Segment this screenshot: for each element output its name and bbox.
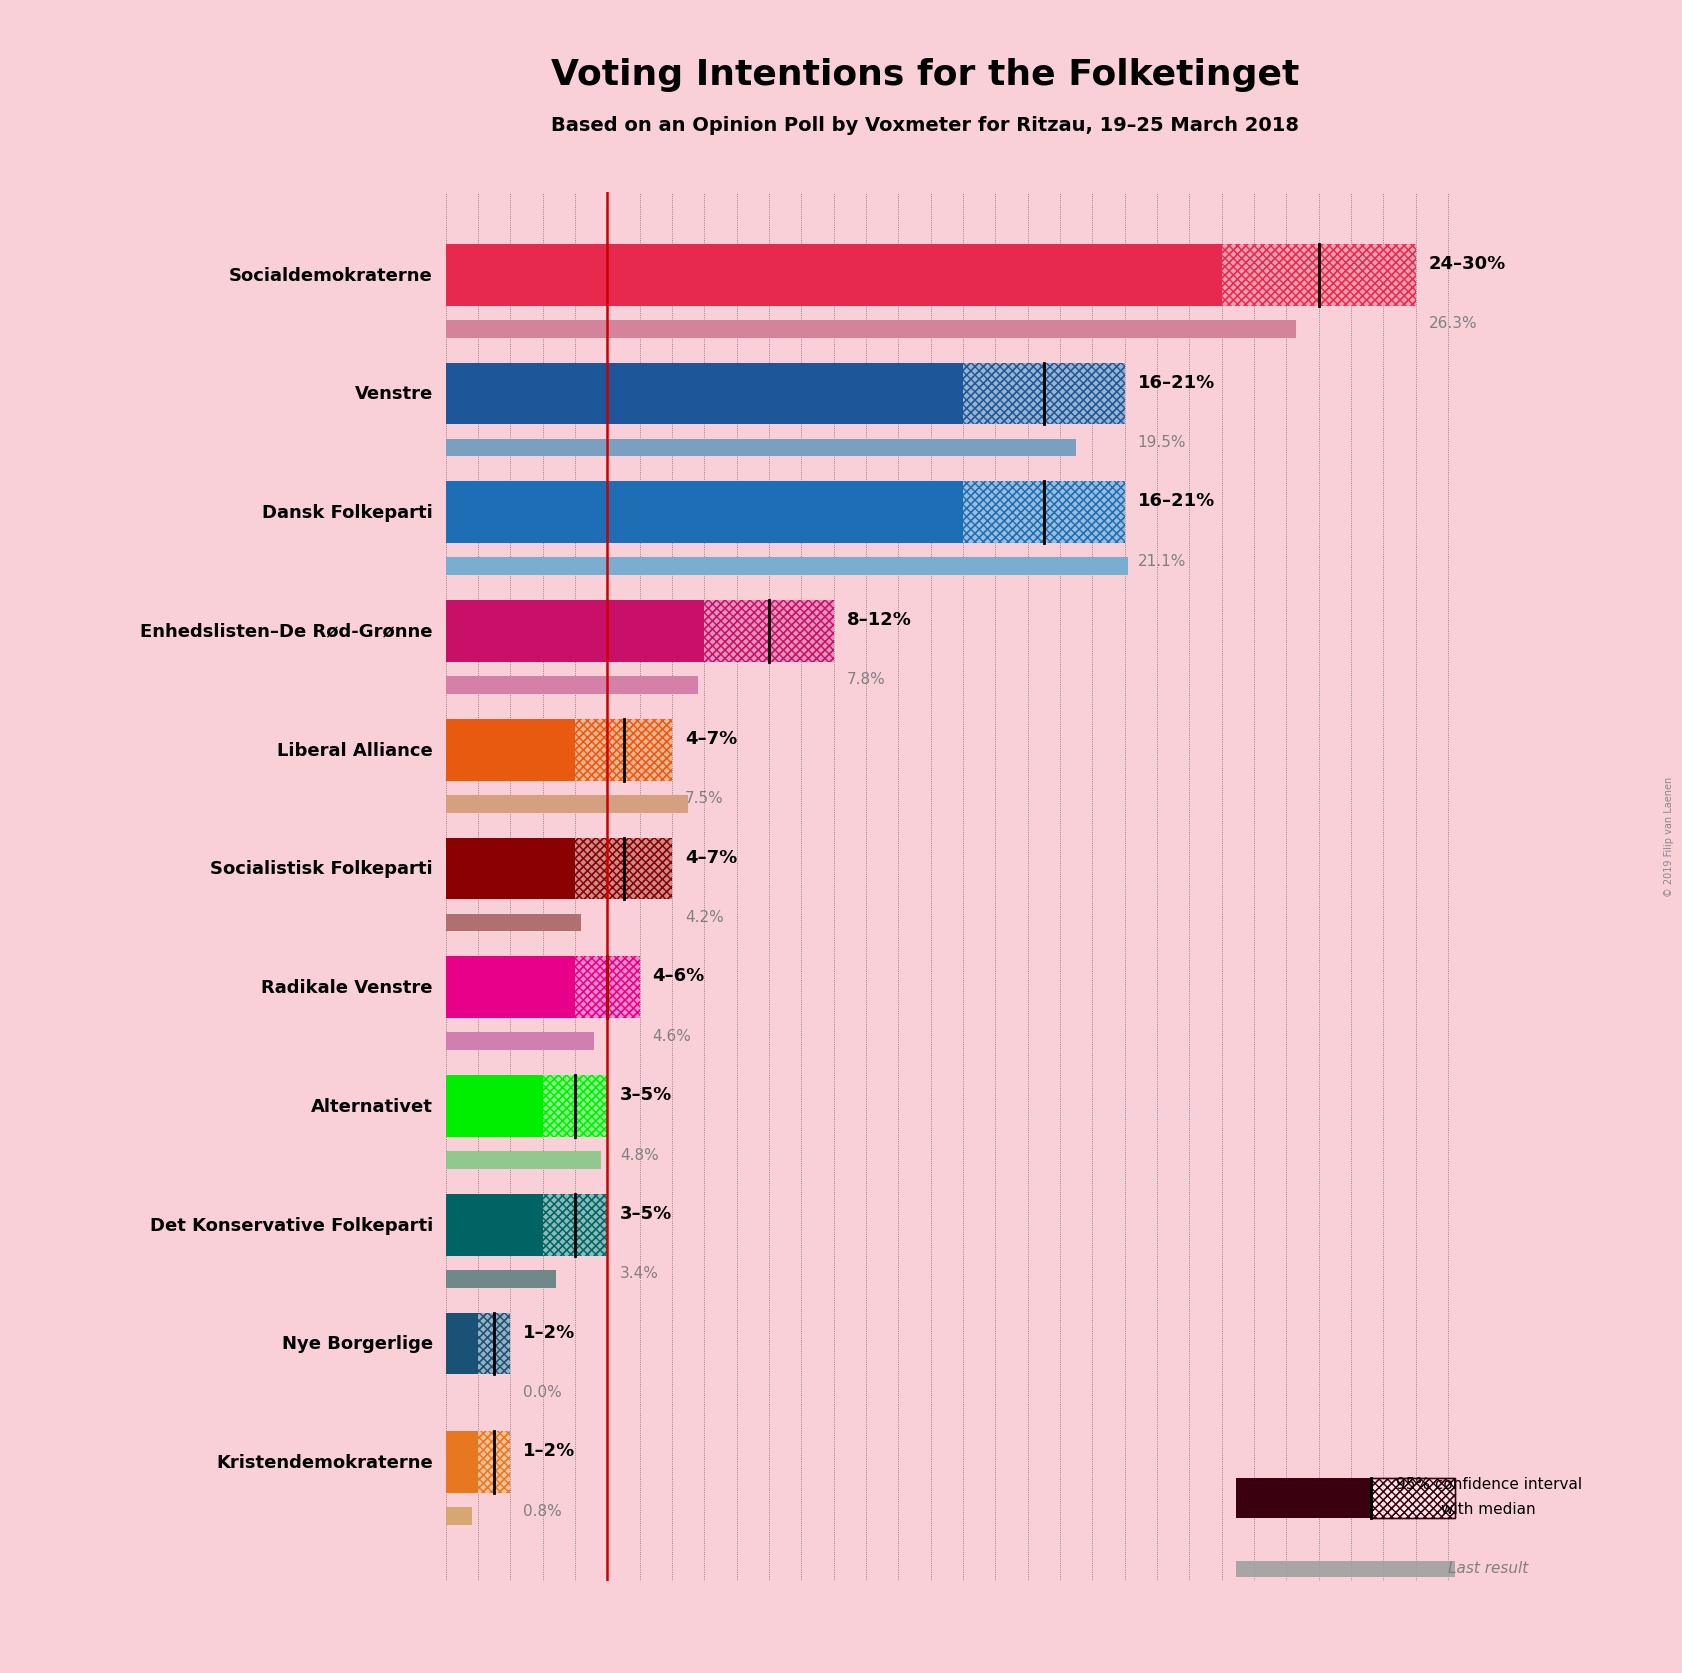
Bar <box>575 719 673 781</box>
Bar <box>446 1270 555 1288</box>
Bar <box>962 482 1125 544</box>
Bar <box>446 1507 471 1526</box>
Bar <box>1371 1479 1455 1517</box>
Bar <box>1221 244 1416 306</box>
Bar <box>962 482 1125 544</box>
Text: Based on an Opinion Poll by Voxmeter for Ritzau, 19–25 March 2018: Based on an Opinion Poll by Voxmeter for… <box>552 115 1299 136</box>
Bar <box>446 1076 607 1138</box>
Text: Venstre: Venstre <box>355 385 432 403</box>
Bar <box>446 363 1125 425</box>
Bar <box>478 1432 510 1494</box>
Text: Liberal Alliance: Liberal Alliance <box>278 741 432 760</box>
Bar <box>575 957 639 1019</box>
Text: Kristendemokraterne: Kristendemokraterne <box>215 1454 432 1471</box>
Text: Radikale Venstre: Radikale Venstre <box>261 979 432 997</box>
Bar <box>478 1432 510 1494</box>
Text: 3.4%: 3.4% <box>621 1265 659 1280</box>
Bar <box>446 913 582 932</box>
Bar <box>446 244 1416 306</box>
Bar <box>446 838 673 900</box>
Text: Nye Borgerlige: Nye Borgerlige <box>281 1335 432 1352</box>
Bar <box>446 557 1129 576</box>
Bar <box>446 795 688 813</box>
Bar <box>1236 1561 1455 1578</box>
Text: with median: with median <box>1441 1502 1536 1516</box>
Text: Enhedslisten–De Rød-Grønne: Enhedslisten–De Rød-Grønne <box>140 622 432 641</box>
Bar <box>575 838 673 900</box>
Text: 4.2%: 4.2% <box>685 910 723 925</box>
Text: 4.6%: 4.6% <box>653 1029 691 1044</box>
Bar <box>543 1076 607 1138</box>
Bar <box>446 676 698 694</box>
Bar <box>446 719 673 781</box>
Text: 95% confidence interval: 95% confidence interval <box>1396 1477 1581 1491</box>
Text: 26.3%: 26.3% <box>1428 316 1477 331</box>
Text: 21.1%: 21.1% <box>1137 554 1186 569</box>
Bar <box>543 1195 607 1256</box>
Bar <box>446 601 834 663</box>
Bar <box>575 719 673 781</box>
Text: 16–21%: 16–21% <box>1137 492 1214 510</box>
Text: 4–7%: 4–7% <box>685 729 737 748</box>
Text: 16–21%: 16–21% <box>1137 373 1214 391</box>
Text: 7.8%: 7.8% <box>846 673 885 688</box>
Text: 3–5%: 3–5% <box>621 1205 673 1221</box>
Bar <box>962 363 1125 425</box>
Bar <box>962 363 1125 425</box>
Bar <box>543 1195 607 1256</box>
Text: Dansk Folkeparti: Dansk Folkeparti <box>262 504 432 522</box>
Text: Det Konservative Folkeparti: Det Konservative Folkeparti <box>150 1216 432 1235</box>
Bar <box>575 838 673 900</box>
Text: 0.8%: 0.8% <box>523 1502 562 1517</box>
Bar <box>1371 1479 1455 1517</box>
Text: 1–2%: 1–2% <box>523 1442 575 1459</box>
Bar <box>575 719 673 781</box>
Bar <box>478 1313 510 1375</box>
Bar <box>478 1432 510 1494</box>
Bar <box>575 838 673 900</box>
Text: Alternativet: Alternativet <box>311 1097 432 1116</box>
Bar <box>446 482 1125 544</box>
Bar <box>446 440 1076 457</box>
Bar <box>1236 1479 1371 1517</box>
Text: Socialdemokraterne: Socialdemokraterne <box>229 266 432 284</box>
Text: Last result: Last result <box>1448 1561 1529 1574</box>
Bar <box>543 1076 607 1138</box>
Bar <box>446 1432 510 1494</box>
Text: 4–6%: 4–6% <box>653 967 705 985</box>
Text: 4–7%: 4–7% <box>685 848 737 867</box>
Text: 8–12%: 8–12% <box>846 611 912 629</box>
Bar <box>962 363 1125 425</box>
Bar <box>1221 244 1416 306</box>
Text: 24–30%: 24–30% <box>1428 254 1505 273</box>
Bar <box>543 1076 607 1138</box>
Text: 4.8%: 4.8% <box>621 1146 659 1161</box>
Bar <box>446 1032 594 1051</box>
Text: 3–5%: 3–5% <box>621 1086 673 1104</box>
Bar <box>575 957 639 1019</box>
Text: 1–2%: 1–2% <box>523 1323 575 1340</box>
Bar <box>705 601 834 663</box>
Text: 19.5%: 19.5% <box>1137 435 1186 450</box>
Bar <box>543 1195 607 1256</box>
Bar <box>478 1313 510 1375</box>
Bar <box>446 957 639 1019</box>
Text: 0.0%: 0.0% <box>523 1384 562 1399</box>
Bar <box>446 1195 607 1256</box>
Bar <box>575 957 639 1019</box>
Text: 7.5%: 7.5% <box>685 791 723 806</box>
Bar <box>1371 1479 1455 1517</box>
Bar <box>446 1313 510 1375</box>
Bar <box>705 601 834 663</box>
Bar <box>705 601 834 663</box>
Text: © 2019 Filip van Laenen: © 2019 Filip van Laenen <box>1663 776 1674 897</box>
Bar <box>446 1151 600 1169</box>
Text: Socialistisk Folkeparti: Socialistisk Folkeparti <box>210 860 432 878</box>
Bar <box>962 482 1125 544</box>
Bar <box>478 1313 510 1375</box>
Bar <box>446 321 1295 338</box>
Bar <box>1221 244 1416 306</box>
Text: Voting Intentions for the Folketinget: Voting Intentions for the Folketinget <box>552 59 1299 92</box>
